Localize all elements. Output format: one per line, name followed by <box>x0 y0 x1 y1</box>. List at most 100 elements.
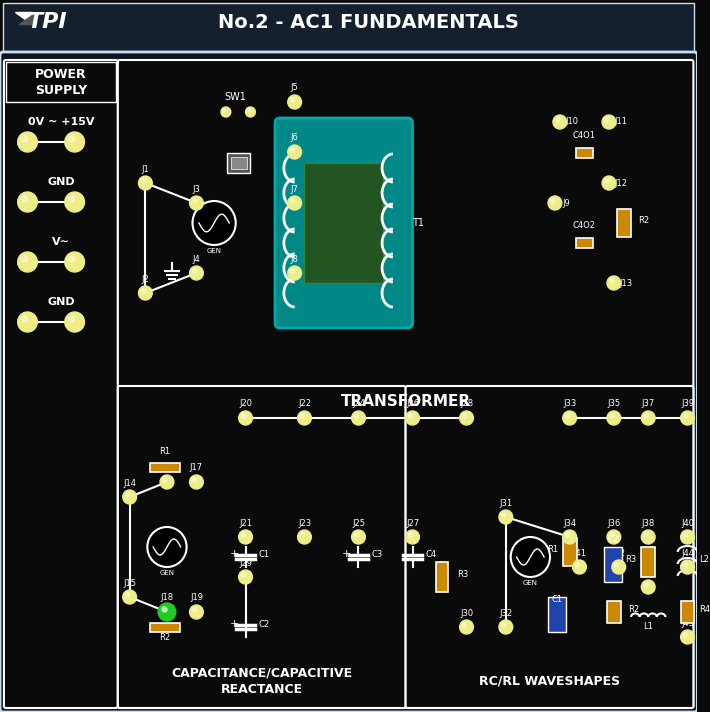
Text: 0V ~ +15V: 0V ~ +15V <box>28 117 94 127</box>
Circle shape <box>162 607 167 612</box>
Text: J24: J24 <box>352 399 365 409</box>
Text: J28: J28 <box>460 399 473 409</box>
Text: J7: J7 <box>290 184 299 194</box>
Circle shape <box>241 533 246 537</box>
FancyBboxPatch shape <box>118 60 694 708</box>
Circle shape <box>681 530 694 544</box>
Circle shape <box>138 286 152 300</box>
Text: RC/RL WAVESHAPES: RC/RL WAVESHAPES <box>479 674 620 688</box>
Circle shape <box>684 633 687 637</box>
Circle shape <box>615 562 618 567</box>
Circle shape <box>354 414 359 418</box>
Circle shape <box>563 411 577 425</box>
Text: GND: GND <box>47 297 75 307</box>
Circle shape <box>300 414 305 418</box>
Text: J45: J45 <box>681 619 694 627</box>
Text: J27: J27 <box>406 518 419 528</box>
Text: POWER
SUPPLY: POWER SUPPLY <box>35 68 87 97</box>
Text: J17: J17 <box>190 464 203 473</box>
Circle shape <box>65 252 84 272</box>
Circle shape <box>351 530 366 544</box>
Circle shape <box>192 269 197 273</box>
Circle shape <box>684 533 687 537</box>
Circle shape <box>248 109 251 112</box>
Circle shape <box>192 199 197 203</box>
Circle shape <box>223 109 226 112</box>
Text: J16: J16 <box>160 464 173 473</box>
Circle shape <box>21 316 28 322</box>
Circle shape <box>190 266 203 280</box>
Circle shape <box>351 411 366 425</box>
FancyBboxPatch shape <box>405 386 694 708</box>
Circle shape <box>190 196 203 210</box>
Text: J18: J18 <box>160 594 173 602</box>
Circle shape <box>462 623 466 627</box>
Circle shape <box>602 115 616 129</box>
Circle shape <box>69 316 75 322</box>
Text: R3: R3 <box>457 570 468 579</box>
Text: R1: R1 <box>160 447 170 456</box>
Circle shape <box>681 560 694 574</box>
Circle shape <box>610 414 614 418</box>
FancyBboxPatch shape <box>275 118 413 328</box>
Circle shape <box>684 562 687 567</box>
Circle shape <box>65 132 84 152</box>
Circle shape <box>123 590 136 604</box>
Text: J36: J36 <box>607 518 621 528</box>
Circle shape <box>354 533 359 537</box>
Bar <box>641 547 655 577</box>
Text: J12: J12 <box>614 179 627 187</box>
Text: J4: J4 <box>192 254 200 263</box>
Polygon shape <box>15 12 33 24</box>
Text: J21: J21 <box>239 518 252 528</box>
Circle shape <box>408 414 413 418</box>
Text: J8: J8 <box>290 254 299 263</box>
Text: J1: J1 <box>141 164 149 174</box>
Bar <box>151 463 180 471</box>
Text: J29: J29 <box>239 558 252 567</box>
Text: J33: J33 <box>563 399 577 409</box>
Text: GND: GND <box>47 177 75 187</box>
Text: J37: J37 <box>642 399 655 409</box>
Text: SW1: SW1 <box>225 92 246 102</box>
Bar <box>617 209 630 237</box>
Circle shape <box>18 132 38 152</box>
Text: J42: J42 <box>612 548 626 557</box>
Circle shape <box>499 510 513 524</box>
Circle shape <box>246 107 256 117</box>
Circle shape <box>160 605 174 619</box>
Text: J13: J13 <box>619 278 632 288</box>
Circle shape <box>163 608 167 612</box>
Circle shape <box>221 107 231 117</box>
Circle shape <box>163 478 167 482</box>
Text: J23: J23 <box>298 518 311 528</box>
Circle shape <box>681 411 694 425</box>
Circle shape <box>644 414 648 418</box>
FancyBboxPatch shape <box>0 52 697 712</box>
Circle shape <box>684 414 687 418</box>
Text: C2: C2 <box>258 620 269 629</box>
Circle shape <box>241 414 246 418</box>
Circle shape <box>556 117 559 122</box>
Text: +: + <box>342 549 351 559</box>
Circle shape <box>192 608 197 612</box>
Text: J14: J14 <box>123 478 136 488</box>
Circle shape <box>462 414 466 418</box>
Bar <box>576 148 594 158</box>
Circle shape <box>290 98 295 102</box>
Circle shape <box>21 256 28 262</box>
Text: R4: R4 <box>699 605 710 614</box>
Text: R1: R1 <box>547 545 558 554</box>
Bar <box>436 562 448 592</box>
Circle shape <box>297 411 312 425</box>
Circle shape <box>138 176 152 190</box>
Text: J5: J5 <box>291 83 298 93</box>
Text: R2: R2 <box>160 633 170 642</box>
Circle shape <box>551 199 555 203</box>
Circle shape <box>288 95 302 109</box>
Text: C2: C2 <box>607 535 618 544</box>
Circle shape <box>21 136 28 142</box>
Text: J20: J20 <box>239 399 252 409</box>
Bar <box>604 547 622 582</box>
Text: L2: L2 <box>699 555 709 564</box>
